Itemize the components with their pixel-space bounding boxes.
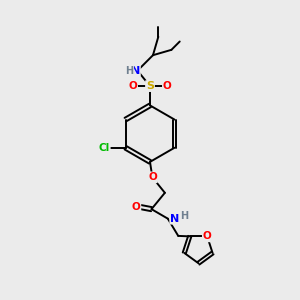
Text: H: H [125, 66, 133, 76]
Text: O: O [128, 81, 137, 91]
Text: N: N [170, 214, 179, 224]
Text: O: O [148, 172, 157, 182]
Text: Cl: Cl [98, 143, 110, 153]
Text: O: O [203, 231, 212, 242]
Text: O: O [132, 202, 140, 212]
Text: H: H [180, 211, 188, 221]
Text: S: S [146, 81, 154, 91]
Text: N: N [130, 66, 140, 76]
Text: O: O [163, 81, 172, 91]
